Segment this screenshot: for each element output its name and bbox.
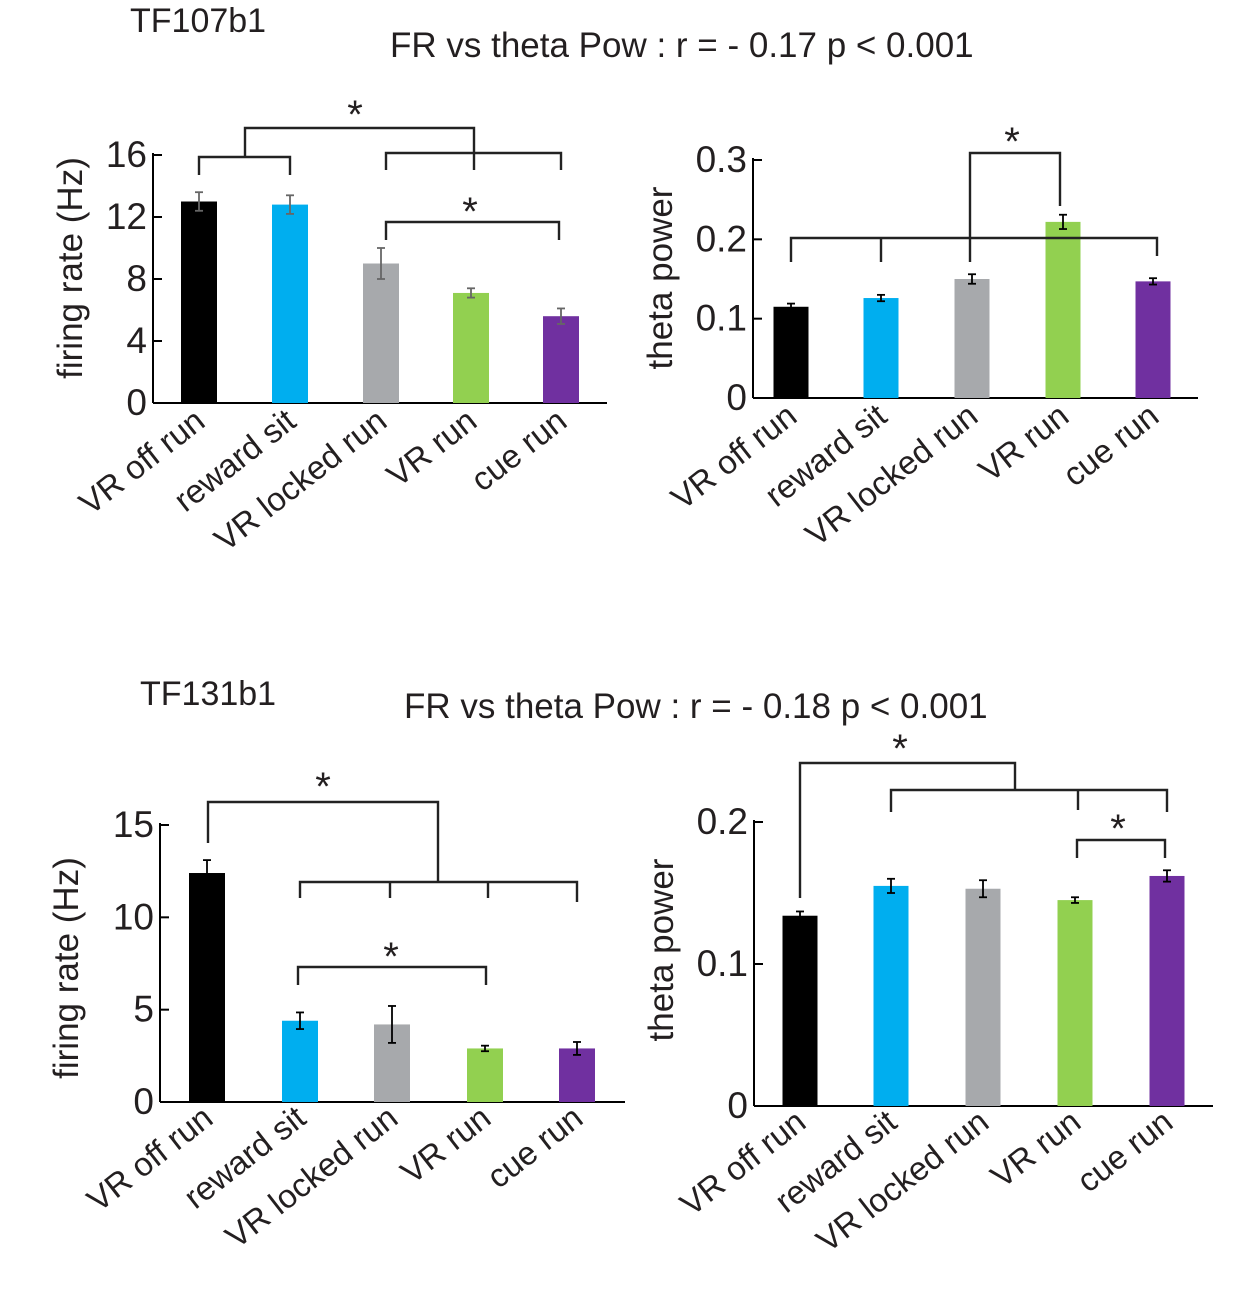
bar-vr-run <box>467 1048 503 1102</box>
bar-vr-run <box>1045 221 1081 398</box>
bar-vr-off-run <box>773 306 809 398</box>
y-tick-label: 15 <box>113 804 154 845</box>
significance-bracket <box>789 236 1159 262</box>
error-bar-cue-run <box>573 1041 581 1056</box>
error-bar-cue-run <box>1149 277 1157 286</box>
bar-cue-run <box>559 1048 595 1102</box>
y-axis-label: theta power <box>641 186 680 369</box>
y-axis-label: firing rate (Hz) <box>47 857 86 1079</box>
bar-vr-off-run <box>189 873 225 1102</box>
error-bar-vr-run <box>467 287 475 299</box>
y-axis-label: firing rate (Hz) <box>51 157 90 379</box>
bar-vr-run <box>453 292 489 403</box>
group-label-tf107b1: TF107b1 <box>130 2 266 40</box>
significance-bracket <box>296 965 488 985</box>
bar-vr-off-run <box>782 915 818 1106</box>
error-bar-reward-sit <box>877 293 885 303</box>
significance-bracket <box>798 761 1017 898</box>
bar-vr-run <box>1057 900 1093 1106</box>
y-tick-label: 0.2 <box>697 801 748 842</box>
bar-vr-locked-run <box>965 888 1001 1106</box>
error-bar-cue-run <box>557 307 565 325</box>
y-tick-label: 0.1 <box>697 943 748 984</box>
x-tick-label-cue-run: cue run <box>1056 396 1166 493</box>
significance-star: * <box>462 190 478 234</box>
y-tick-label: 4 <box>126 320 147 361</box>
error-bar-vr-run <box>1059 213 1067 230</box>
bar-cue-run <box>1149 875 1185 1106</box>
bar-cue-run <box>543 316 579 403</box>
correlation-caption-tf131b1: FR vs theta Pow : r = - 0.18 p < 0.001 <box>404 687 988 726</box>
significance-star: * <box>1110 807 1126 851</box>
bar-reward-sit <box>863 298 899 398</box>
significance-star: * <box>1004 120 1020 164</box>
significance-bracket <box>1075 838 1167 858</box>
significance-bracket <box>298 880 579 902</box>
error-bar-reward-sit <box>296 1011 304 1030</box>
y-tick-label: 16 <box>106 134 147 175</box>
significance-bracket <box>206 800 440 882</box>
error-bar-vr-off-run <box>796 910 804 921</box>
error-bar-vr-off-run <box>203 859 211 887</box>
y-tick-label: 8 <box>126 258 147 299</box>
x-tick-label-vr-run: VR run <box>380 401 484 493</box>
x-tick-label-vr-run: VR run <box>972 396 1076 488</box>
error-bar-vr-off-run <box>195 191 203 212</box>
significance-star: * <box>315 765 331 809</box>
y-tick-label: 0 <box>126 382 147 423</box>
y-tick-label: 0 <box>727 1085 748 1126</box>
significance-bracket <box>384 151 563 170</box>
significance-bracket <box>968 151 1062 238</box>
error-bar-reward-sit <box>286 194 294 215</box>
y-tick-label: 5 <box>133 989 154 1030</box>
error-bar-vr-run <box>1071 896 1079 904</box>
error-bar-vr-off-run <box>787 302 795 311</box>
error-bar-cue-run <box>1163 869 1171 883</box>
error-bar-vr-locked-run <box>979 879 987 899</box>
x-tick-label-vr-run: VR run <box>394 1098 498 1190</box>
bar-reward-sit <box>282 1020 318 1102</box>
error-bar-vr-locked-run <box>968 273 976 285</box>
significance-star: * <box>383 935 399 979</box>
group-label-tf131b1: TF131b1 <box>140 675 276 713</box>
bar-reward-sit <box>873 885 909 1106</box>
y-tick-label: 10 <box>113 896 154 937</box>
bar-cue-run <box>1135 281 1171 398</box>
y-tick-label: 0.3 <box>696 139 747 180</box>
error-bar-reward-sit <box>887 877 895 894</box>
significance-bracket <box>889 788 1169 812</box>
correlation-caption-tf107b1: FR vs theta Pow : r = - 0.17 p < 0.001 <box>390 26 974 65</box>
significance-bracket <box>197 155 292 175</box>
y-tick-label: 12 <box>106 196 147 237</box>
significance-star: * <box>892 727 908 771</box>
y-tick-label: 0 <box>726 377 747 418</box>
error-bar-vr-locked-run <box>388 1005 396 1044</box>
y-axis-label: theta power <box>642 858 681 1041</box>
x-tick-label-cue-run: cue run <box>1070 1102 1180 1199</box>
y-tick-label: 0.2 <box>696 218 747 259</box>
y-tick-label: 0 <box>133 1081 154 1122</box>
significance-bracket <box>384 220 561 240</box>
significance-bracket <box>243 126 476 157</box>
x-tick-label-cue-run: cue run <box>464 401 574 498</box>
error-bar-vr-locked-run <box>377 247 385 280</box>
bar-vr-off-run <box>181 201 217 403</box>
error-bar-vr-run <box>481 1044 489 1053</box>
bar-reward-sit <box>272 204 308 403</box>
x-tick-label-vr-run: VR run <box>984 1102 1088 1194</box>
bar-vr-locked-run <box>363 263 399 403</box>
x-tick-label-cue-run: cue run <box>480 1098 590 1195</box>
bar-vr-locked-run <box>954 279 990 398</box>
significance-star: * <box>347 93 363 137</box>
y-tick-label: 0.1 <box>696 298 747 339</box>
